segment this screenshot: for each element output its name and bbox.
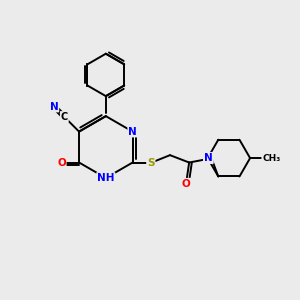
Text: N: N bbox=[128, 127, 137, 136]
Text: N: N bbox=[204, 153, 213, 163]
Text: N: N bbox=[50, 102, 58, 112]
Text: NH: NH bbox=[97, 173, 115, 183]
Text: O: O bbox=[182, 179, 190, 189]
Text: O: O bbox=[57, 158, 66, 167]
Text: CH₃: CH₃ bbox=[262, 154, 280, 163]
Text: N: N bbox=[204, 153, 213, 163]
Text: C: C bbox=[61, 112, 68, 122]
Text: S: S bbox=[147, 158, 154, 167]
